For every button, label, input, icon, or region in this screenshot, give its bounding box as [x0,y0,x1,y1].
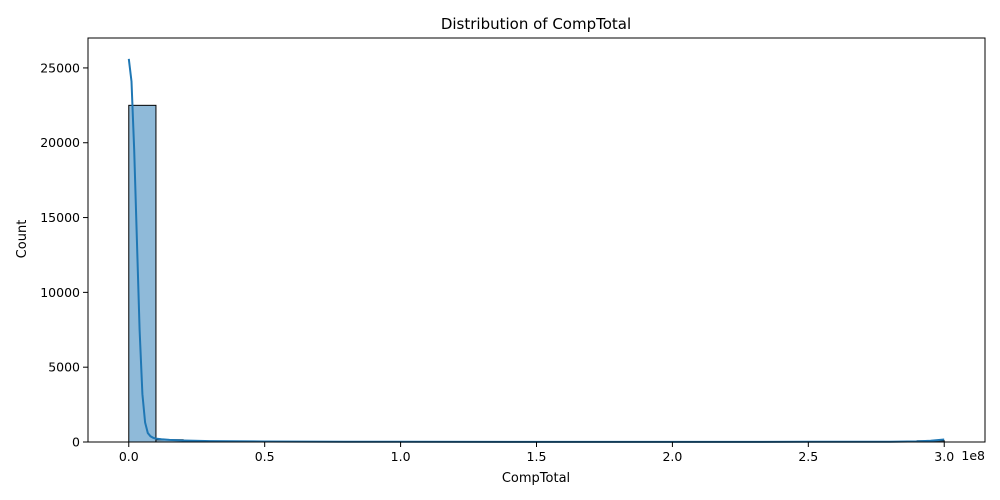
kde-line [127,58,945,443]
y-tick-label: 20000 [40,135,80,150]
y-tick-label: 0 [72,435,80,450]
histogram-bars [128,104,945,443]
y-tick-label: 25000 [40,60,80,75]
x-tick-label: 2.5 [798,449,818,464]
y-axis-ticks: 0 5000 10000 15000 20000 25000 [40,60,88,450]
x-axis-label: CompTotal [502,471,570,486]
x-axis-ticks: 0.0 0.5 1.0 1.5 2.0 2.5 3.0 [119,442,954,464]
y-tick-label: 10000 [40,285,80,300]
y-axis-label: Count [15,220,30,259]
x-offset-label: 1e8 [961,448,985,463]
y-tick-label: 15000 [40,210,80,225]
x-tick-label: 2.0 [662,449,682,464]
x-tick-label: 0.5 [255,449,275,464]
x-tick-label: 1.0 [391,449,411,464]
x-tick-label: 1.5 [527,449,547,464]
x-tick-label: 0.0 [119,449,139,464]
plot-frame [87,37,986,443]
chart-title: Distribution of CompTotal [441,15,631,33]
x-tick-label: 3.0 [934,449,954,464]
y-tick-label: 5000 [48,360,80,375]
